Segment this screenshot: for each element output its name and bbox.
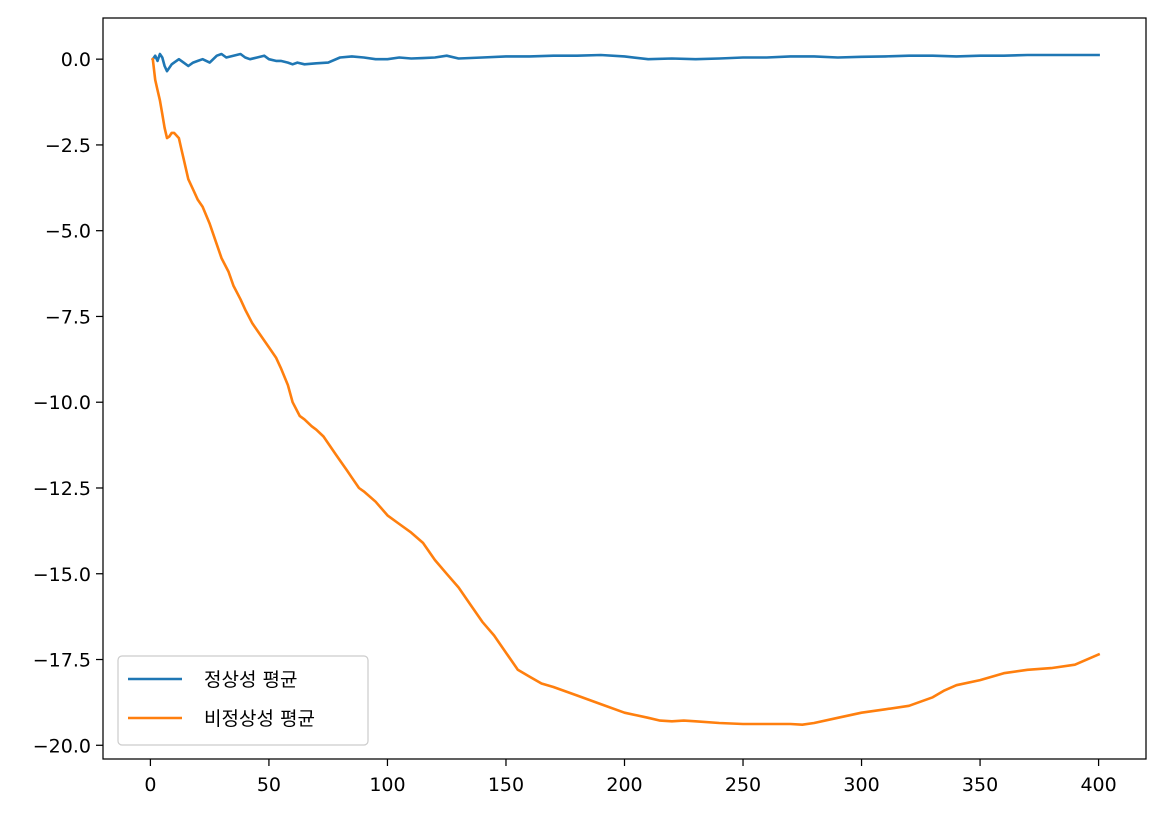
y-tick-label: −7.5 (45, 306, 91, 328)
y-tick-label: −12.5 (33, 478, 91, 500)
series-line-1 (150, 52, 1100, 73)
series-line-2 (151, 57, 1101, 727)
x-tick-label: 0 (144, 774, 156, 796)
y-tick-label: −17.5 (33, 650, 91, 672)
axis-layer: 0 50 100 150 200 250 300 350 400 0.0 −2.5 −5.0 −7.5 −… (33, 49, 1117, 796)
y-tick-label: −20.0 (33, 735, 91, 757)
y-tick-label: −10.0 (33, 392, 91, 414)
x-tick-label: 300 (843, 774, 879, 796)
legend-label-1: 정상성 평균 (204, 669, 297, 691)
y-tick-label: −15.0 (33, 564, 91, 586)
y-tick-label: −5.0 (45, 221, 91, 243)
x-tick-label: 400 (1080, 774, 1116, 796)
y-tick-label: 0.0 (61, 49, 91, 71)
x-tick-label: 250 (725, 774, 761, 796)
x-tick-label: 350 (962, 774, 998, 796)
x-tick-label: 50 (257, 774, 281, 796)
series-layer (150, 52, 1101, 727)
x-tick-label: 150 (488, 774, 524, 796)
y-tick-label: −2.5 (45, 135, 91, 157)
legend-label-2: 비정상성 평균 (204, 708, 315, 730)
plot-frame (102, 17, 1147, 760)
x-tick-label: 200 (606, 774, 642, 796)
x-tick-label: 100 (369, 774, 405, 796)
